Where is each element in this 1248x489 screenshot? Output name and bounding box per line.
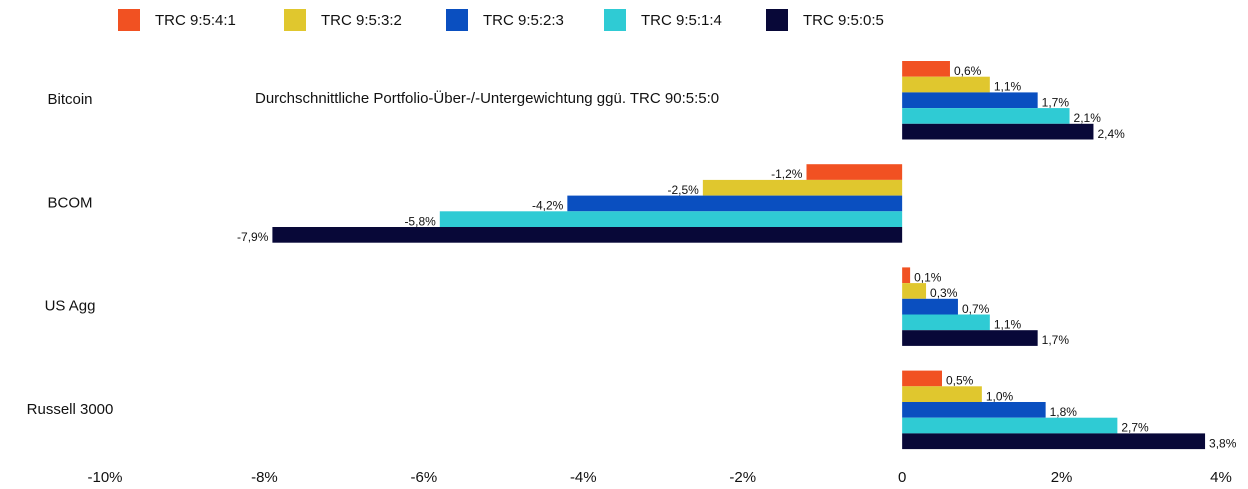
category-label: BCOM <box>48 194 93 211</box>
legend-label: TRC 9:5:0:5 <box>803 12 884 29</box>
legend-swatch <box>446 9 468 31</box>
legend-label: TRC 9:5:1:4 <box>641 12 722 29</box>
value-label: 0,5% <box>946 374 974 388</box>
legend-label: TRC 9:5:2:3 <box>483 12 564 29</box>
bar <box>902 267 911 284</box>
value-label: 2,1% <box>1074 111 1102 125</box>
bar <box>702 179 903 196</box>
value-label: -7,9% <box>237 230 269 244</box>
category-label: Russell 3000 <box>27 401 114 418</box>
value-label: 0,7% <box>962 302 990 316</box>
legend-swatch <box>284 9 306 31</box>
bar <box>902 330 1038 346</box>
category-label: Bitcoin <box>47 91 92 108</box>
value-label: 1,0% <box>986 389 1014 403</box>
value-label: 2,7% <box>1121 421 1149 435</box>
bar <box>567 195 903 212</box>
bar <box>902 386 982 402</box>
value-label: 3,8% <box>1209 436 1237 450</box>
x-tick-label: -10% <box>87 469 122 486</box>
bar <box>902 314 990 331</box>
legend-label: TRC 9:5:3:2 <box>321 12 402 29</box>
legend-swatch <box>118 9 140 31</box>
value-label: 1,7% <box>1042 95 1070 109</box>
legend-label: TRC 9:5:4:1 <box>155 12 236 29</box>
x-tick-label: 4% <box>1210 469 1232 486</box>
value-label: 2,4% <box>1097 127 1125 141</box>
x-tick-label: -2% <box>729 469 756 486</box>
value-label: -4,2% <box>532 199 564 213</box>
x-tick-label: -8% <box>251 469 278 486</box>
value-label: 0,3% <box>930 286 958 300</box>
bar <box>806 164 903 180</box>
value-label: 1,1% <box>994 318 1022 332</box>
value-label: -1,2% <box>771 167 803 181</box>
category-label: US Agg <box>45 298 96 315</box>
annotation: Durchschnittliche Portfolio-Über-/-Unter… <box>255 89 719 107</box>
bar <box>902 298 958 315</box>
bar <box>902 123 1094 140</box>
bar <box>902 61 950 77</box>
x-tick-label: -4% <box>570 469 597 486</box>
value-label: -5,8% <box>404 214 436 228</box>
bar <box>902 283 927 299</box>
bar <box>439 211 903 227</box>
bar <box>902 370 942 387</box>
value-label: 0,6% <box>954 64 982 78</box>
value-label: 0,1% <box>914 270 942 284</box>
value-label: 1,8% <box>1050 405 1078 419</box>
legend-swatch <box>766 9 788 31</box>
value-label: 1,1% <box>994 80 1022 94</box>
bar <box>902 76 990 93</box>
bar <box>272 227 903 243</box>
x-tick-label: 0 <box>898 469 906 486</box>
x-tick-label: -6% <box>411 469 438 486</box>
value-label: -2,5% <box>667 183 699 197</box>
bar <box>902 402 1046 418</box>
bar <box>902 433 1206 450</box>
bar <box>902 92 1038 109</box>
value-label: 1,7% <box>1042 333 1070 347</box>
legend-swatch <box>604 9 626 31</box>
bar <box>902 417 1118 434</box>
bar <box>902 108 1070 124</box>
x-tick-label: 2% <box>1051 469 1073 486</box>
